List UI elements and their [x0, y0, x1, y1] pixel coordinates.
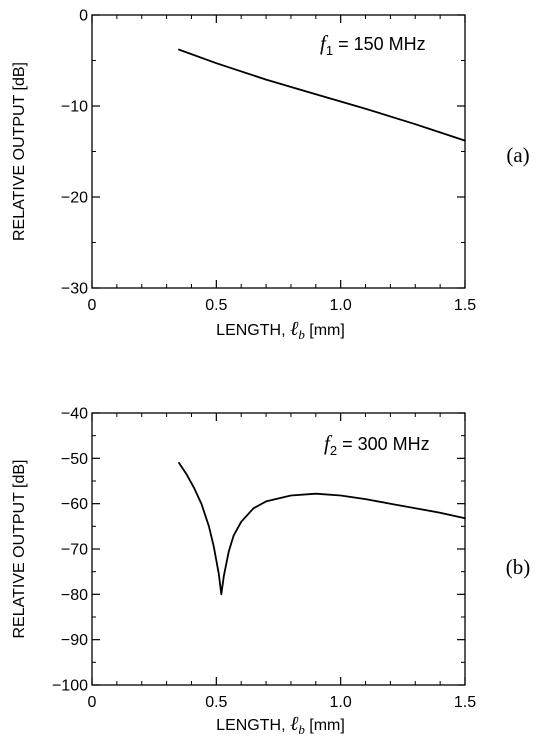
y-tick-label-b: −50: [61, 451, 88, 468]
x-tick-label-a: 0.5: [205, 297, 227, 314]
plot-frame-a: [91, 14, 466, 289]
frequency-annotation-a: f1 = 150 MHz: [320, 31, 426, 58]
x-tick-label-b: 0.5: [205, 694, 227, 711]
y-tick-label-a: −20: [61, 190, 88, 207]
y-tick-label-b: −60: [61, 496, 88, 513]
data-line-a-0: [178, 48, 466, 142]
panel-label-a: (a): [506, 143, 529, 167]
frequency-annotation-b: f2 = 300 MHz: [324, 431, 430, 458]
y-axis-label-b: RELATIVE OUTPUT [dB]: [11, 459, 28, 638]
y-tick-label-b: −40: [61, 406, 88, 423]
y-axis-label-a: RELATIVE OUTPUT [dB]: [11, 62, 28, 241]
y-tick-label-a: −30: [61, 281, 88, 298]
x-tick-label-a: 1.0: [330, 297, 352, 314]
y-tick-label-b: −100: [52, 678, 88, 695]
x-tick-label-b: 1.5: [454, 694, 476, 711]
x-axis-label-a: LENGTH, ℓb [mm]: [216, 318, 345, 342]
data-line-b-0: [178, 462, 466, 596]
x-tick-label-a: 0: [88, 297, 97, 314]
y-tick-label-a: 0: [79, 8, 88, 25]
x-tick-label-a: 1.5: [454, 297, 476, 314]
y-tick-label-b: −80: [61, 587, 88, 604]
y-tick-label-a: −10: [61, 99, 88, 116]
y-tick-label-b: −70: [61, 542, 88, 559]
y-tick-label-b: −90: [61, 632, 88, 649]
x-axis-label-b: LENGTH, ℓb [mm]: [216, 713, 345, 737]
panel-label-b: (b): [506, 555, 531, 579]
x-tick-label-b: 0: [88, 694, 97, 711]
x-tick-label-b: 1.0: [330, 694, 352, 711]
